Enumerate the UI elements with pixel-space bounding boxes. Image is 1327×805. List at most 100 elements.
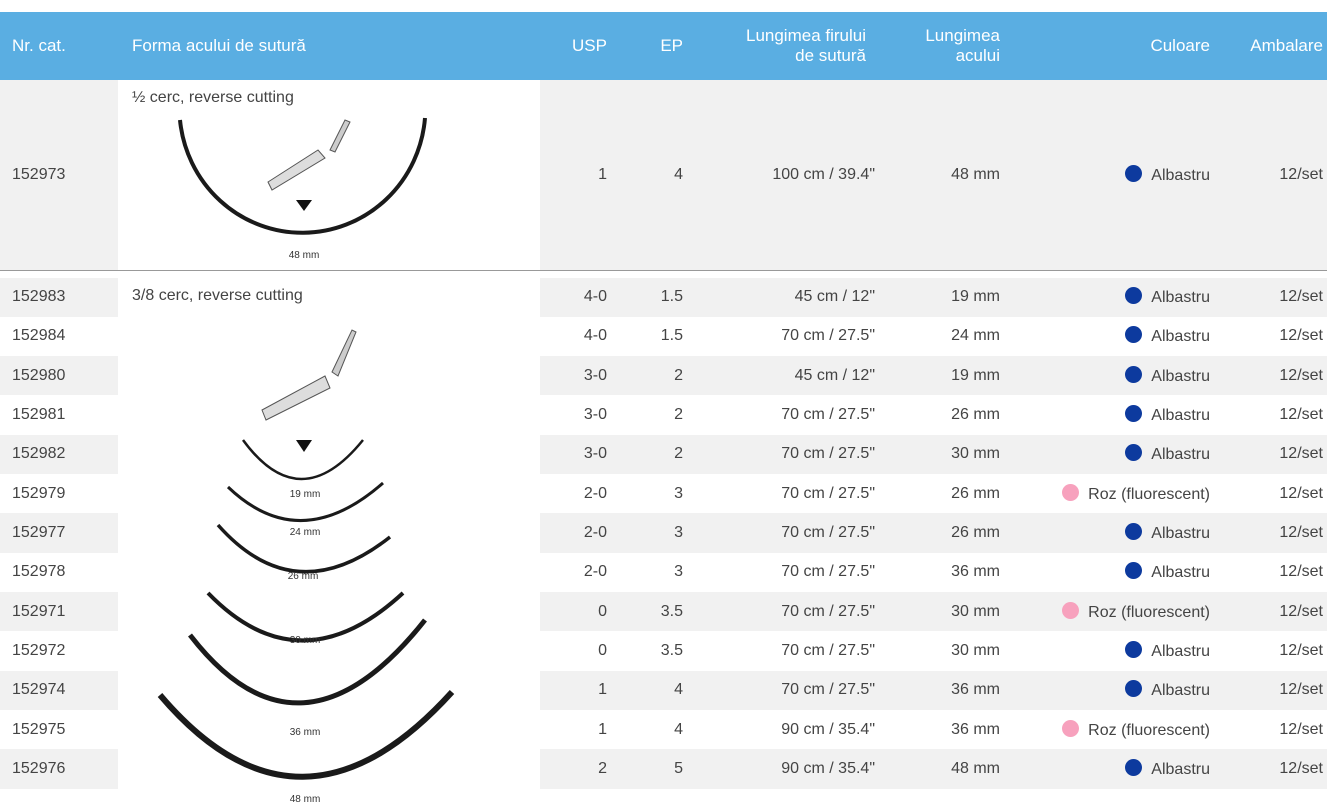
color-name: Albastru: [1151, 407, 1210, 425]
cell-text: 152982: [12, 445, 66, 463]
color-swatch: [1125, 523, 1143, 541]
cell-text: 36 mm: [951, 720, 1000, 738]
color-swatch: [1125, 287, 1143, 305]
needle-tip: [331, 329, 357, 377]
color-label: Albastru: [1125, 405, 1210, 426]
color-name: Roz (fluorescent): [1088, 603, 1210, 621]
marker: [296, 200, 312, 211]
cell-text: 4: [674, 166, 683, 183]
cell-text: 2-0: [583, 524, 607, 542]
needle-arc: [188, 618, 427, 706]
cell-text: 12/set: [1279, 602, 1323, 620]
color-swatch: [1062, 719, 1080, 737]
cell-text: 3-0: [583, 406, 607, 424]
needle-arc: [157, 689, 455, 780]
color-label: Albastru: [1125, 680, 1210, 701]
color-label: Albastru: [1125, 287, 1210, 308]
color-name: Albastru: [1151, 682, 1210, 700]
cell-text: 26 mm: [951, 524, 1000, 542]
column-header: Ambalare: [1250, 36, 1323, 55]
color-label: Roz (fluorescent): [1062, 601, 1210, 623]
cell-text: 12/set: [1279, 524, 1323, 542]
color-label: Albastru: [1125, 759, 1210, 780]
cell-text: 12/set: [1279, 642, 1323, 660]
cell-text: 152976: [12, 760, 66, 778]
color-name: Albastru: [1151, 367, 1210, 385]
color-swatch: [1125, 444, 1143, 462]
cell-text: 70 cm / 27.5": [781, 327, 875, 345]
row-background: [0, 356, 118, 396]
row-background: [540, 277, 1327, 317]
cell-text: 4-0: [583, 288, 607, 306]
cell-text: 48 mm: [951, 166, 1000, 183]
cell-text: 12/set: [1279, 563, 1323, 581]
cell-text: 12/set: [1279, 327, 1323, 345]
cell-text: 70 cm / 27.5": [781, 602, 875, 620]
size-label: 48 mm: [290, 794, 321, 805]
figure-caption: ½ cerc, reverse cutting: [132, 89, 294, 106]
cell-text: 4-0: [583, 327, 607, 345]
cell-text: 2: [674, 406, 683, 424]
row-background: [540, 356, 1327, 396]
color-name: Albastru: [1151, 328, 1210, 346]
cell-text: 70 cm / 27.5": [781, 484, 875, 502]
color-label: Roz (fluorescent): [1062, 719, 1210, 741]
cell-text: 2: [674, 445, 683, 463]
header-bar: [0, 12, 1327, 80]
needle-section: [261, 375, 331, 421]
column-header: Lungimea firului de sutură: [745, 26, 866, 65]
cell-text: 1: [598, 720, 607, 738]
cell-text: 70 cm / 27.5": [781, 524, 875, 542]
cell-text: 12/set: [1279, 366, 1323, 384]
color-swatch: [1125, 680, 1143, 698]
column-header: USP: [572, 36, 607, 55]
color-swatch: [1125, 165, 1143, 182]
cell-text: 90 cm / 35.4": [781, 760, 875, 778]
cell-text: 36 mm: [951, 681, 1000, 699]
cell-text: 3.5: [660, 642, 683, 660]
needle-arc: [241, 439, 364, 481]
cell-text: 152981: [12, 406, 66, 424]
color-swatch: [1125, 405, 1143, 423]
color-swatch: [1125, 562, 1143, 580]
cell-text: 152978: [12, 563, 66, 581]
row-background: [0, 749, 118, 789]
color-label: Albastru: [1125, 444, 1210, 465]
cell-text: 3: [674, 563, 683, 581]
cell-text: 152977: [12, 524, 66, 542]
cell-text: 70 cm / 27.5": [781, 681, 875, 699]
color-swatch: [1125, 365, 1143, 383]
color-swatch: [1125, 759, 1143, 777]
color-swatch: [1062, 601, 1080, 619]
cell-text: 3: [674, 524, 683, 542]
cell-text: 1: [598, 166, 607, 183]
cell-text: 4: [674, 681, 683, 699]
color-name: Roz (fluorescent): [1088, 721, 1210, 739]
size-label: 26 mm: [288, 571, 319, 582]
cell-text: 0: [598, 642, 607, 660]
cell-text: 3: [674, 484, 683, 502]
row-background: [540, 80, 1327, 270]
cell-text: 12/set: [1279, 166, 1323, 183]
cell-text: 152983: [12, 288, 66, 306]
color-label: Albastru: [1125, 165, 1210, 186]
cell-text: 19 mm: [951, 366, 1000, 384]
cell-text: 4: [674, 720, 683, 738]
color-label: Roz (fluorescent): [1062, 483, 1210, 505]
cell-text: 70 cm / 27.5": [781, 563, 875, 581]
cell-text: 3-0: [583, 445, 607, 463]
cell-text: 152971: [12, 602, 66, 620]
cell-text: 3-0: [583, 366, 607, 384]
color-name: Albastru: [1151, 564, 1210, 582]
cell-text: 2-0: [583, 563, 607, 581]
color-name: Roz (fluorescent): [1088, 485, 1210, 503]
cell-text: 36 mm: [951, 563, 1000, 581]
cell-text: 1.5: [660, 288, 683, 306]
cell-text: 30 mm: [951, 445, 1000, 463]
row-background: [540, 749, 1327, 789]
cell-text: 90 cm / 35.4": [781, 720, 875, 738]
color-label: Albastru: [1125, 365, 1210, 387]
color-label: Albastru: [1125, 562, 1210, 583]
